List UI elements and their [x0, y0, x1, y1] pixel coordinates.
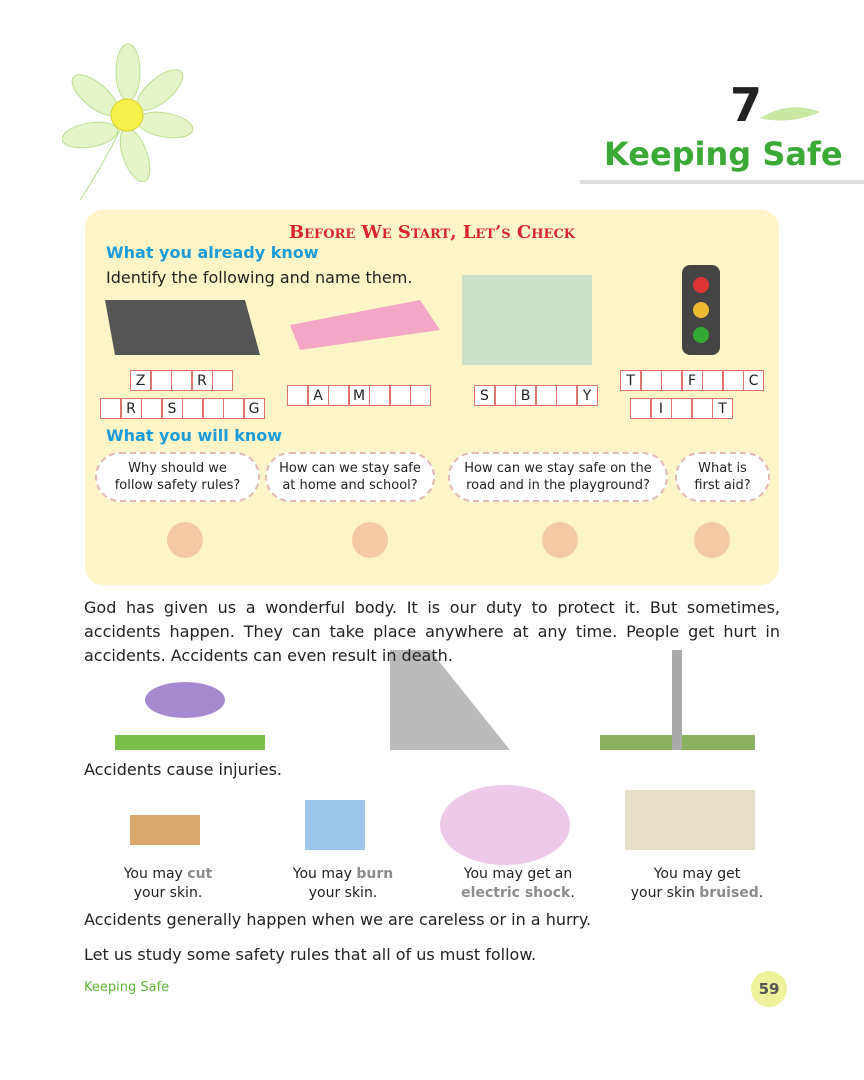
letter-cell	[494, 385, 516, 406]
caption-text: your skin	[630, 885, 695, 901]
letter-cell: T	[620, 370, 641, 391]
letter-cell: G	[243, 398, 265, 419]
caption-highlight: bruised	[699, 885, 759, 901]
chapter-title: Keeping Safe	[604, 135, 843, 173]
letter-cell	[691, 398, 713, 419]
letter-cell: S	[161, 398, 183, 419]
section-heading: What you already know	[106, 243, 319, 262]
letter-cell: Z	[130, 370, 151, 391]
page-number: 59	[758, 980, 780, 998]
question-bubble: What is first aid?	[675, 452, 770, 502]
letter-cell	[410, 385, 431, 406]
question-bubble: How can we stay safe at home and school?	[265, 452, 435, 502]
letter-cell: R	[120, 398, 142, 419]
caption: You may get an electric shock.	[433, 865, 603, 903]
accident-pictures	[115, 650, 755, 865]
letter-cell	[212, 370, 233, 391]
letter-cell	[141, 398, 162, 419]
letter-cell	[661, 370, 682, 391]
question-bubble: How can we stay safe on the road and in …	[448, 452, 668, 502]
letter-cell	[640, 370, 662, 391]
letter-cell	[287, 385, 308, 406]
letter-cell	[182, 398, 203, 419]
letter-cell	[150, 370, 172, 391]
letter-cell	[100, 398, 121, 419]
letter-cell	[328, 385, 349, 406]
letter-cell: A	[307, 385, 329, 406]
caption-highlight: cut	[187, 866, 213, 882]
caption-text: .	[570, 885, 575, 901]
caption-text: You may get	[653, 866, 741, 882]
caption-text: You may get an	[463, 866, 573, 882]
question-bubble: Why should we follow safety rules?	[95, 452, 260, 502]
caption-text: .	[758, 885, 764, 901]
letter-cell	[630, 398, 651, 419]
caption: You may cut your skin.	[83, 865, 253, 903]
leaf	[760, 107, 820, 121]
paragraph: Accidents generally happen when we are c…	[84, 910, 592, 929]
letter-cell: B	[515, 385, 536, 406]
letter-cell	[171, 370, 192, 391]
page-badge	[751, 971, 787, 1007]
footer-label: Keeping Safe	[84, 980, 170, 995]
letter-cell: I	[650, 398, 672, 419]
paragraph: God has given us a wonderful body. It is…	[84, 598, 780, 665]
children	[167, 522, 730, 558]
letter-cell	[722, 370, 744, 391]
letter-cell: S	[474, 385, 495, 406]
letter-cell: R	[191, 370, 213, 391]
caption-text: your skin.	[133, 885, 203, 901]
letter-cell: F	[681, 370, 703, 391]
check-heading: Before We Start, Let’s Check	[288, 222, 576, 243]
letter-cell	[223, 398, 244, 419]
flower	[61, 43, 194, 201]
chapter-number: 7	[730, 78, 763, 132]
paragraph: Let us study some safety rules that all …	[84, 945, 537, 964]
letter-cell	[202, 398, 224, 419]
letter-cell: C	[743, 370, 764, 391]
caption: You may burn your skin.	[258, 865, 428, 903]
instruction: Identify the following and name them.	[106, 268, 413, 287]
caption-highlight: burn	[356, 866, 394, 882]
picture-row-1	[105, 265, 720, 365]
letter-cell	[535, 385, 557, 406]
letter-cell	[389, 385, 411, 406]
caption-text: You may	[292, 866, 352, 882]
letter-cell	[671, 398, 692, 419]
letter-cell: T	[712, 398, 733, 419]
letter-cell: Y	[576, 385, 598, 406]
letter-cell	[702, 370, 723, 391]
section-heading: What you will know	[106, 426, 283, 445]
letter-cell	[556, 385, 577, 406]
caption-text: You may	[123, 866, 183, 882]
caption-text: your skin.	[308, 885, 378, 901]
caption-highlight: electric shock	[461, 885, 571, 901]
paragraph: Accidents cause injuries.	[84, 760, 283, 779]
letter-cell: M	[348, 385, 370, 406]
caption: You may get your skin bruised.	[612, 865, 782, 903]
letter-cell	[369, 385, 390, 406]
